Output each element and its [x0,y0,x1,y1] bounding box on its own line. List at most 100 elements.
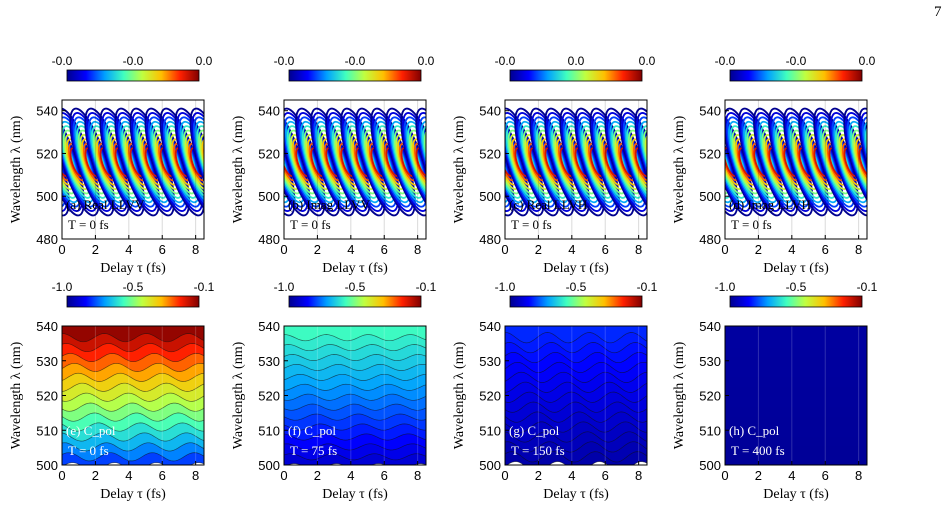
contour-band [284,326,426,342]
x-axis-label: Delay τ (fs) [100,487,166,502]
x-tick-label: 6 [381,242,388,257]
contour-line [298,116,338,208]
contour-line [343,116,383,208]
y-tick-label: 510 [258,423,280,438]
x-tick-label: 0 [58,468,65,483]
x-tick-label: 4 [788,468,795,483]
plot-area [725,100,910,239]
contour-line [387,112,426,212]
contour-line [619,107,647,217]
contour-line [284,116,323,208]
contour-line [784,112,827,212]
contour-line [505,116,527,208]
contour-line [402,112,426,212]
contour-line [725,120,734,204]
panel-label: (e) C_pol [66,423,116,438]
panel-label: (f) C_pol [288,423,336,438]
contour-line [515,112,559,212]
y-tick-label: 540 [699,319,721,334]
contour-line [403,116,426,208]
axes-frame [61,99,205,240]
x-tick-label: 0 [721,468,728,483]
y-tick-label: 500 [699,189,721,204]
colorbar-tick-label: -0.5 [123,280,144,294]
contour-line [882,137,910,187]
y-tick-label: 500 [479,189,501,204]
y-tick-label: 540 [36,319,58,334]
contour-line [872,147,891,178]
contour-line [725,120,749,204]
contour-line [196,125,204,199]
contour-line [117,116,157,208]
contour-line [843,107,867,217]
plot-area [62,326,204,465]
contour-line [116,112,159,212]
x-tick-label: 2 [755,242,762,257]
contour-line [562,116,602,208]
contour-line [845,112,867,212]
contour-line [62,107,70,217]
y-tick-label: 540 [479,319,501,334]
contour-line [424,137,452,187]
contour-line [505,120,525,204]
time-label: T = 0 fs [68,443,109,458]
contour-line [405,120,426,204]
contour-band [62,326,204,343]
contour-line [725,116,751,208]
colorbar-tick-label: -1.0 [274,280,295,294]
colorbar-tick-label: -0.1 [416,280,437,294]
panel-label: (h) C_pol [729,423,780,438]
y-axis-label: Wavelength λ (nm) [672,341,687,449]
colorbar-tick-label: -0.0 [786,54,807,68]
x-tick-label: 0 [501,242,508,257]
contour-line [102,116,142,208]
contour-line [621,112,647,212]
contour-line [134,120,170,204]
colorbar-tick-label: -0.0 [123,54,144,68]
x-axis-label: Delay τ (fs) [763,487,829,502]
contour-line [418,116,426,208]
panel-e: (e) C_pol T = 0 fs0 2 4 6 8 500 510 520 530 540 Del… [9,280,215,502]
colorbar-tick-label: 0.0 [639,54,656,68]
contour-line [833,120,867,204]
colorbar-tick-label: -0.0 [52,54,73,68]
x-tick-label: 0 [280,468,287,483]
contour-line [517,116,557,208]
y-tick-label: 530 [699,354,721,369]
contour-line [866,129,867,195]
x-axis-label: Delay τ (fs) [322,261,388,276]
x-tick-label: 6 [602,468,609,483]
x-tick-label: 8 [414,242,421,257]
panel-label: (c) Real LLVH [509,197,587,212]
contour-line [743,120,779,204]
y-axis-label: Wavelength λ (nm) [231,115,246,223]
x-tick-label: 0 [501,468,508,483]
contour-line [855,138,867,186]
contour-line [285,120,321,204]
contour-line [104,120,140,204]
contour-line [311,112,354,212]
contour-line [197,104,258,219]
contour-line [814,112,858,212]
contour-line [561,112,604,212]
contour-line [426,142,449,182]
x-tick-label: 8 [635,468,642,483]
contour-line [413,142,426,182]
contour-line [624,120,647,204]
x-axis-label: Delay τ (fs) [543,261,609,276]
x-tick-label: 2 [535,242,542,257]
contour-line [818,120,854,204]
contour-line [887,147,906,178]
contour-line [147,116,187,208]
contour-line [62,112,99,212]
colorbar-tick-label: 0.0 [196,54,213,68]
y-tick-label: 500 [36,189,58,204]
contour-line [390,120,426,204]
contour-line [725,129,730,195]
axes-frame [504,99,648,240]
contour-line [131,112,174,212]
contour-line [420,120,426,204]
y-tick-label: 540 [479,104,501,119]
contour-line [851,129,867,195]
x-tick-label: 6 [159,468,166,483]
